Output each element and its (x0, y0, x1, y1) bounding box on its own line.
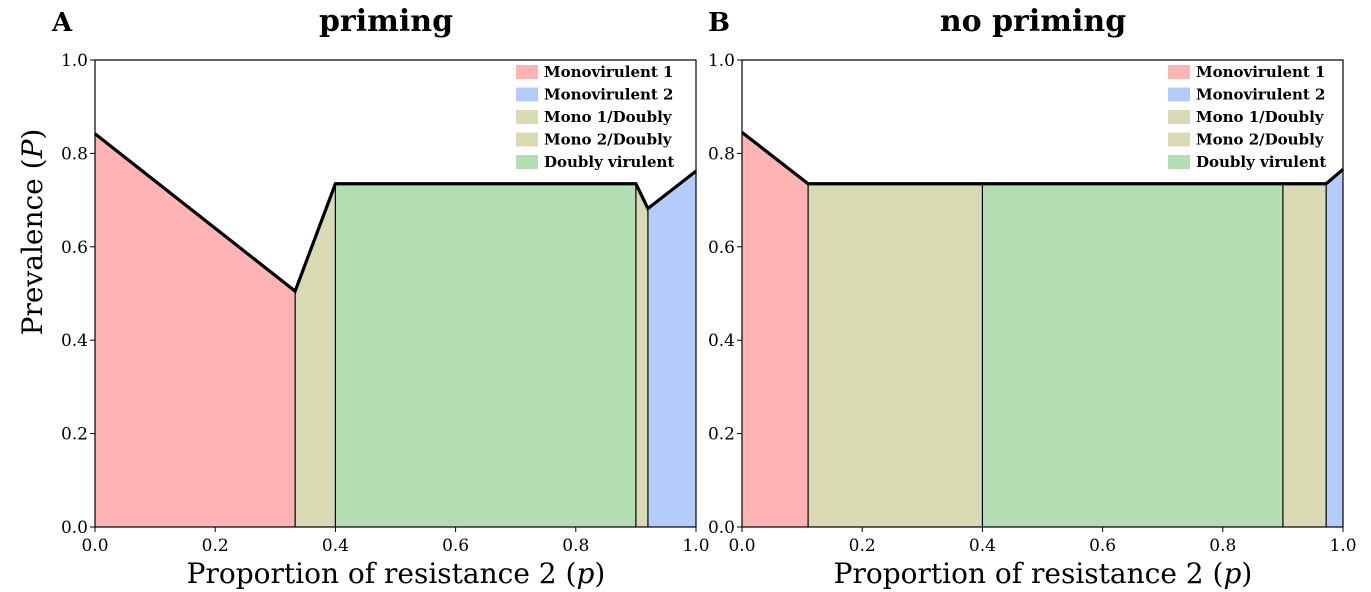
legend-entry: Monovirulent 2 (544, 86, 673, 104)
y-tick-label: 0.2 (61, 425, 88, 445)
axes-frame (741, 59, 1344, 528)
panel-letter: A (51, 8, 73, 38)
legend-swatch (1168, 87, 1190, 102)
y-tick-label: 1.0 (61, 51, 88, 71)
y-tick-label: 0.2 (708, 425, 735, 445)
legend-entry: Mono 2/Doubly (544, 131, 673, 149)
x-axis-label: Proportion of resistance 2 (p) (187, 557, 606, 590)
x-tick-label: 0.2 (202, 536, 229, 556)
region-doubly-virulent (982, 183, 1283, 527)
y-tick-label: 0.4 (61, 331, 88, 351)
y-tick-label: 0.8 (708, 144, 735, 164)
x-tick-label: 0.2 (849, 536, 876, 556)
region-mono-2-doubly (1282, 183, 1327, 527)
x-axis-label: Proportion of resistance 2 (p) (834, 557, 1253, 590)
x-tick-label: 0.8 (1209, 536, 1236, 556)
region-mono-1-doubly (808, 183, 983, 527)
y-tick-label: 0.8 (61, 144, 88, 164)
legend-swatch (516, 132, 538, 147)
legend-swatch (1168, 132, 1190, 147)
legend: Monovirulent 1 Monovirulent 2 Mono 1/Doubl… (516, 63, 674, 171)
x-tick-label: 0.8 (562, 536, 589, 556)
x-tick-label: 0.0 (728, 536, 755, 556)
y-tick-label: 0.0 (61, 518, 88, 538)
y-tick-label: 0.4 (708, 331, 735, 351)
panel-b: B no priming 0.0 0.2 0.4 0.6 0.8 1.0 0.0 0.2 0.4… (708, 4, 1357, 590)
legend-entry: Monovirulent 1 (544, 63, 673, 81)
legend-entry: Mono 1/Doubly (544, 108, 673, 126)
x-tick-label: 1.0 (1329, 536, 1356, 556)
legend-swatch (516, 155, 538, 169)
panel-letter: B (708, 8, 730, 38)
y-tick-label: 0.6 (708, 238, 735, 258)
legend-entry: Mono 1/Doubly (1196, 108, 1325, 126)
legend-entry: Monovirulent 2 (1196, 86, 1325, 104)
plot-area: 0.0 0.2 0.4 0.6 0.8 1.0 0.0 0.2 0.4 0.6 0.8 1.0 Mono… (708, 51, 1357, 556)
legend-swatch (516, 110, 538, 124)
y-tick-label: 0.0 (708, 518, 735, 538)
plot-area: 0.0 0.2 0.4 0.6 0.8 1.0 0.0 0.2 0.4 0.6 0.8 1.0 Mono… (61, 51, 710, 556)
legend-swatch (1168, 110, 1190, 124)
region-monovirulent-1 (742, 132, 809, 527)
region-monovirulent-2 (1326, 169, 1343, 527)
region-mono-2-doubly (635, 183, 648, 527)
region-monovirulent-2 (647, 171, 696, 527)
region-doubly-virulent (335, 183, 636, 527)
prevalence-line (94, 132, 697, 294)
axes-frame (94, 59, 697, 528)
x-tick-label: 0.0 (81, 536, 108, 556)
region-mono-1-doubly (295, 183, 336, 527)
y-tick-label: 1.0 (708, 51, 735, 71)
legend-entry: Monovirulent 1 (1196, 63, 1325, 81)
legend-swatch (516, 87, 538, 102)
x-tick-label: 0.4 (969, 536, 996, 556)
x-tick-label: 0.4 (322, 536, 349, 556)
panel-a: A priming 0.0 0.2 0.4 0.6 0.8 1.0 0.0 0.2 0.4 0.6… (51, 4, 710, 590)
y-axis-label: Prevalence (P) (16, 129, 49, 336)
legend: Monovirulent 1 Monovirulent 2 Mono 1/Doubl… (1168, 63, 1326, 171)
x-tick-label: 1.0 (682, 536, 709, 556)
legend-entry: Doubly virulent (544, 153, 674, 171)
legend-swatch (1168, 155, 1190, 169)
chart-title: no priming (940, 4, 1126, 39)
legend-swatch (516, 65, 538, 79)
prevalence-line (741, 131, 1345, 186)
region-monovirulent-1 (95, 133, 296, 527)
x-tick-label: 0.6 (1089, 536, 1116, 556)
legend-entry: Mono 2/Doubly (1196, 131, 1325, 149)
legend-entry: Doubly virulent (1196, 153, 1326, 171)
chart-title: priming (319, 4, 453, 39)
x-tick-label: 0.6 (442, 536, 469, 556)
legend-swatch (1168, 65, 1190, 79)
y-tick-label: 0.6 (61, 238, 88, 258)
